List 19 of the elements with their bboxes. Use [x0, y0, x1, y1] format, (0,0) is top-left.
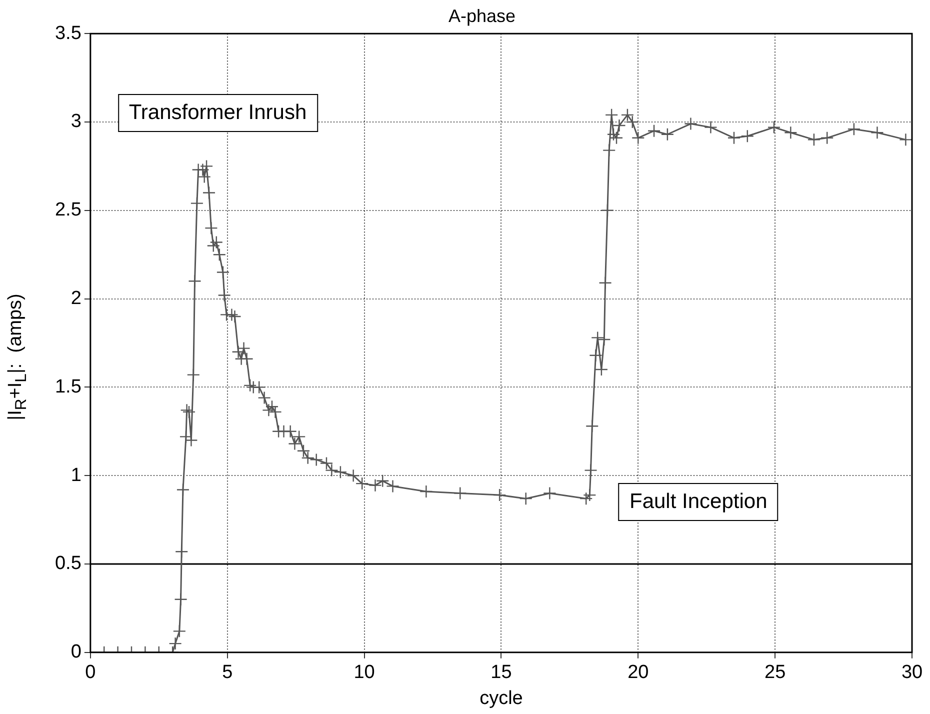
- x-tick-label: 10: [354, 662, 375, 684]
- chart-title: A-phase: [448, 6, 516, 26]
- x-tick-label: 5: [222, 662, 233, 684]
- y-tick-label: 3.5: [54, 22, 82, 44]
- x-tick-label: 30: [901, 662, 923, 684]
- y-tick-label: 0: [70, 642, 82, 663]
- y-tick-label: 2.5: [54, 200, 82, 221]
- x-tick-label: 15: [490, 662, 512, 684]
- y-tick-label: 1: [70, 464, 82, 486]
- x-axis-title: cycle: [480, 688, 523, 709]
- y-tick-label: 2: [70, 288, 82, 310]
- annotation: Transformer Inrush: [118, 94, 318, 132]
- annotation: Fault Inception: [618, 483, 778, 522]
- x-tick-label: 0: [85, 662, 96, 684]
- y-tick-label: 0.5: [54, 553, 82, 574]
- y-tick-label: 1.5: [54, 376, 82, 398]
- y-tick-label: 3: [70, 111, 82, 132]
- x-tick-label: 25: [764, 662, 786, 684]
- x-tick-label: 20: [628, 662, 649, 684]
